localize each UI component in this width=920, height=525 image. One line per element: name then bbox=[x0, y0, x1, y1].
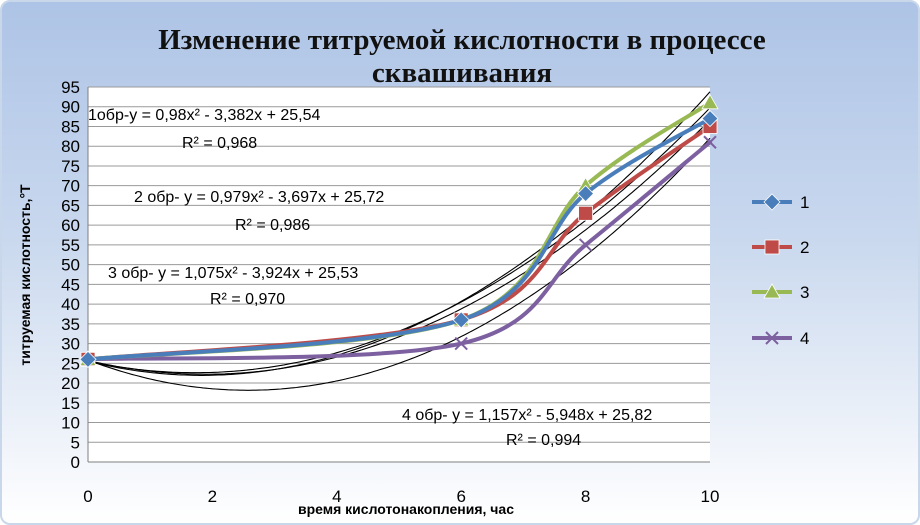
plot-area bbox=[88, 87, 710, 462]
trend-equation-4: 4 обр- y = 1,157x² - 5,948x + 25,82 bbox=[402, 407, 652, 424]
y-tick-label: 90 bbox=[61, 98, 80, 117]
y-tick-label: 80 bbox=[61, 137, 80, 156]
trend-equation-1: 1обр-y = 0,98x² - 3,382x + 25,54 bbox=[88, 107, 321, 124]
x-tick-label: 0 bbox=[83, 487, 92, 506]
data-point-series-4 bbox=[454, 336, 468, 351]
series-line-4 bbox=[86, 140, 712, 362]
x-tick-label: 2 bbox=[208, 487, 217, 506]
y-axis-label: титруемая кислотность,°Т bbox=[17, 184, 33, 366]
y-tick-label: 0 bbox=[71, 453, 80, 472]
trend-equation-2: 2 обр- y = 0,979x² - 3,697x + 25,72 bbox=[134, 189, 384, 206]
data-point-series-1 bbox=[79, 350, 97, 368]
legend-swatch-marker bbox=[764, 239, 780, 255]
y-tick-label: 70 bbox=[61, 177, 80, 196]
data-point-series-1 bbox=[701, 110, 719, 128]
legend-label: 1 bbox=[800, 193, 809, 212]
data-point-series-2 bbox=[578, 205, 593, 221]
x-tick-label: 10 bbox=[701, 487, 720, 506]
y-tick-label: 15 bbox=[61, 394, 80, 413]
legend-swatch-marker bbox=[763, 283, 781, 299]
legend-label: 3 bbox=[800, 283, 809, 302]
legend-item-1: 1 bbox=[752, 193, 809, 212]
y-tick-label: 10 bbox=[61, 414, 80, 433]
series-line-1 bbox=[86, 116, 712, 362]
y-tick-label: 5 bbox=[71, 433, 80, 452]
y-tick-label: 40 bbox=[61, 295, 80, 314]
y-tick-label: 50 bbox=[61, 256, 80, 275]
y-tick-label: 60 bbox=[61, 216, 80, 235]
data-point-series-1 bbox=[577, 185, 595, 203]
y-tick-label: 85 bbox=[61, 117, 80, 136]
y-tick-label: 45 bbox=[61, 275, 80, 294]
data-point-series-3 bbox=[701, 93, 719, 110]
y-tick-label: 30 bbox=[61, 335, 80, 354]
trendline-4 bbox=[87, 137, 711, 391]
y-tick-label: 55 bbox=[61, 236, 80, 255]
legend-swatch-marker bbox=[765, 331, 779, 345]
x-tick-label: 6 bbox=[456, 487, 465, 506]
y-tick-label: 20 bbox=[61, 374, 80, 393]
x-tick-label: 8 bbox=[581, 487, 590, 506]
legend-item-3: 3 bbox=[752, 283, 809, 302]
x-axis-label: время кислотонакопления, час bbox=[298, 501, 514, 517]
trendline-2 bbox=[87, 119, 711, 375]
legend-item-4: 4 bbox=[752, 329, 809, 348]
trend-r2-1: R² = 0,968 bbox=[182, 135, 257, 152]
trend-r2-3: R² = 0,970 bbox=[210, 291, 285, 308]
legend-item-2: 2 bbox=[752, 238, 809, 257]
y-tick-label: 95 bbox=[61, 78, 80, 97]
legend-swatch-marker bbox=[763, 193, 781, 211]
y-tick-label: 35 bbox=[61, 315, 80, 334]
data-point-series-4 bbox=[703, 135, 717, 149]
x-tick-label: 4 bbox=[332, 487, 341, 506]
legend-label: 4 bbox=[800, 329, 809, 348]
trend-r2-2: R² = 0,986 bbox=[235, 217, 310, 234]
chart-title-line-2: сквашивания bbox=[372, 57, 552, 89]
y-tick-label: 25 bbox=[61, 354, 80, 373]
y-tick-label: 75 bbox=[61, 157, 80, 176]
data-point-series-4 bbox=[578, 238, 593, 252]
chart-title-line-1: Изменение титруемой кислотности в процес… bbox=[158, 24, 766, 56]
legend-label: 2 bbox=[800, 238, 809, 257]
trend-r2-4: R² = 0,994 bbox=[506, 432, 581, 449]
y-tick-label: 65 bbox=[61, 196, 80, 215]
data-point-series-1 bbox=[452, 311, 470, 329]
trend-equation-3: 3 обр- y = 1,075x² - 3,924x + 25,53 bbox=[108, 265, 358, 282]
